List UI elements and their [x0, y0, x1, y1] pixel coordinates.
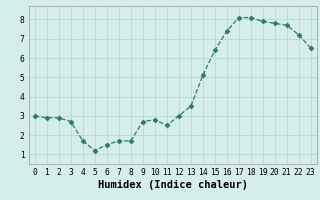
X-axis label: Humidex (Indice chaleur): Humidex (Indice chaleur) — [98, 180, 248, 190]
